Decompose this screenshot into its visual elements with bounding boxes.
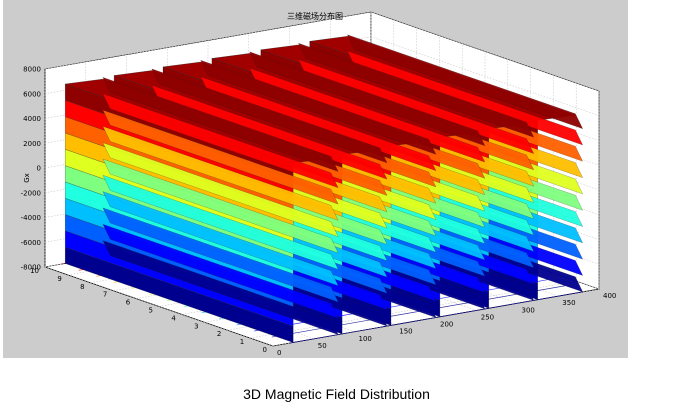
- surface-band: [102, 126, 339, 221]
- tick-labels: 050100150200250300350400012345678910-800…: [21, 66, 617, 358]
- surface-band: [102, 175, 339, 270]
- y-tick-label: 4: [171, 314, 176, 322]
- y-tick-label: 8: [80, 283, 84, 291]
- x-tick-label: 300: [522, 306, 535, 314]
- x-tick-label: 400: [603, 292, 616, 300]
- surface-band: [102, 207, 339, 303]
- chart-title: 三维磁场分布图: [287, 11, 343, 21]
- surface-band: [102, 93, 339, 188]
- y-tick-label: 7: [103, 291, 107, 299]
- surface-band: [102, 224, 339, 319]
- x-tick-label: 100: [359, 335, 372, 343]
- z-tick-label: -2000: [21, 189, 41, 197]
- surface-band: [200, 60, 437, 155]
- surface-band: [102, 191, 339, 286]
- surface-band: [249, 51, 486, 146]
- y-tick-label: 6: [126, 299, 131, 307]
- grid-line: [370, 36, 600, 116]
- surface-band: [102, 142, 339, 237]
- figure-caption: 3D Magnetic Field Distribution: [243, 386, 430, 402]
- x-tick-label: 250: [481, 313, 494, 321]
- z-tick-label: 8000: [23, 66, 41, 74]
- z-tick-label: -4000: [21, 214, 41, 222]
- figure-panel: 0 50 100 150 200 250 300 350 400 0 1 2 3 4 5 6 7 8 9 10 -800…: [3, 0, 628, 358]
- surface-band: [151, 68, 388, 164]
- grid-line: [44, 11, 372, 70]
- x-tick-label: 50: [318, 342, 327, 350]
- y-tick-label: 9: [57, 275, 61, 283]
- z-tick-label: 6000: [23, 90, 41, 98]
- z-tick-label: 2000: [23, 140, 41, 148]
- surface-band: [102, 158, 339, 254]
- x-tick-label: 350: [562, 299, 575, 307]
- z-tick-label: 0: [37, 165, 41, 173]
- surface-band: [102, 109, 339, 205]
- y-tick-label: 3: [194, 322, 198, 330]
- y-tick-label: 1: [240, 338, 244, 346]
- z-tick-label: 4000: [23, 115, 41, 123]
- y-tick-label: 0: [263, 346, 267, 354]
- surface-mesh: [65, 34, 583, 343]
- x-tick-label: 200: [440, 321, 453, 329]
- y-tick-label: 10: [30, 267, 39, 275]
- surface-plot: 050100150200250300350400012345678910-800…: [21, 11, 617, 358]
- x-tick-label: 150: [399, 328, 412, 336]
- z-tick-label: -6000: [21, 239, 41, 247]
- surface-band: [298, 43, 534, 138]
- y-tick-label: 5: [149, 307, 153, 315]
- z-tick-label: -8000: [21, 264, 41, 272]
- surface-band: [102, 77, 339, 172]
- surface-band: [347, 34, 583, 129]
- surface-band: [102, 240, 339, 335]
- grid-line: [370, 11, 600, 92]
- z-axis-label: Gx: [23, 173, 31, 183]
- y-tick-label: 2: [217, 330, 221, 338]
- x-tick-label: 0: [277, 349, 281, 357]
